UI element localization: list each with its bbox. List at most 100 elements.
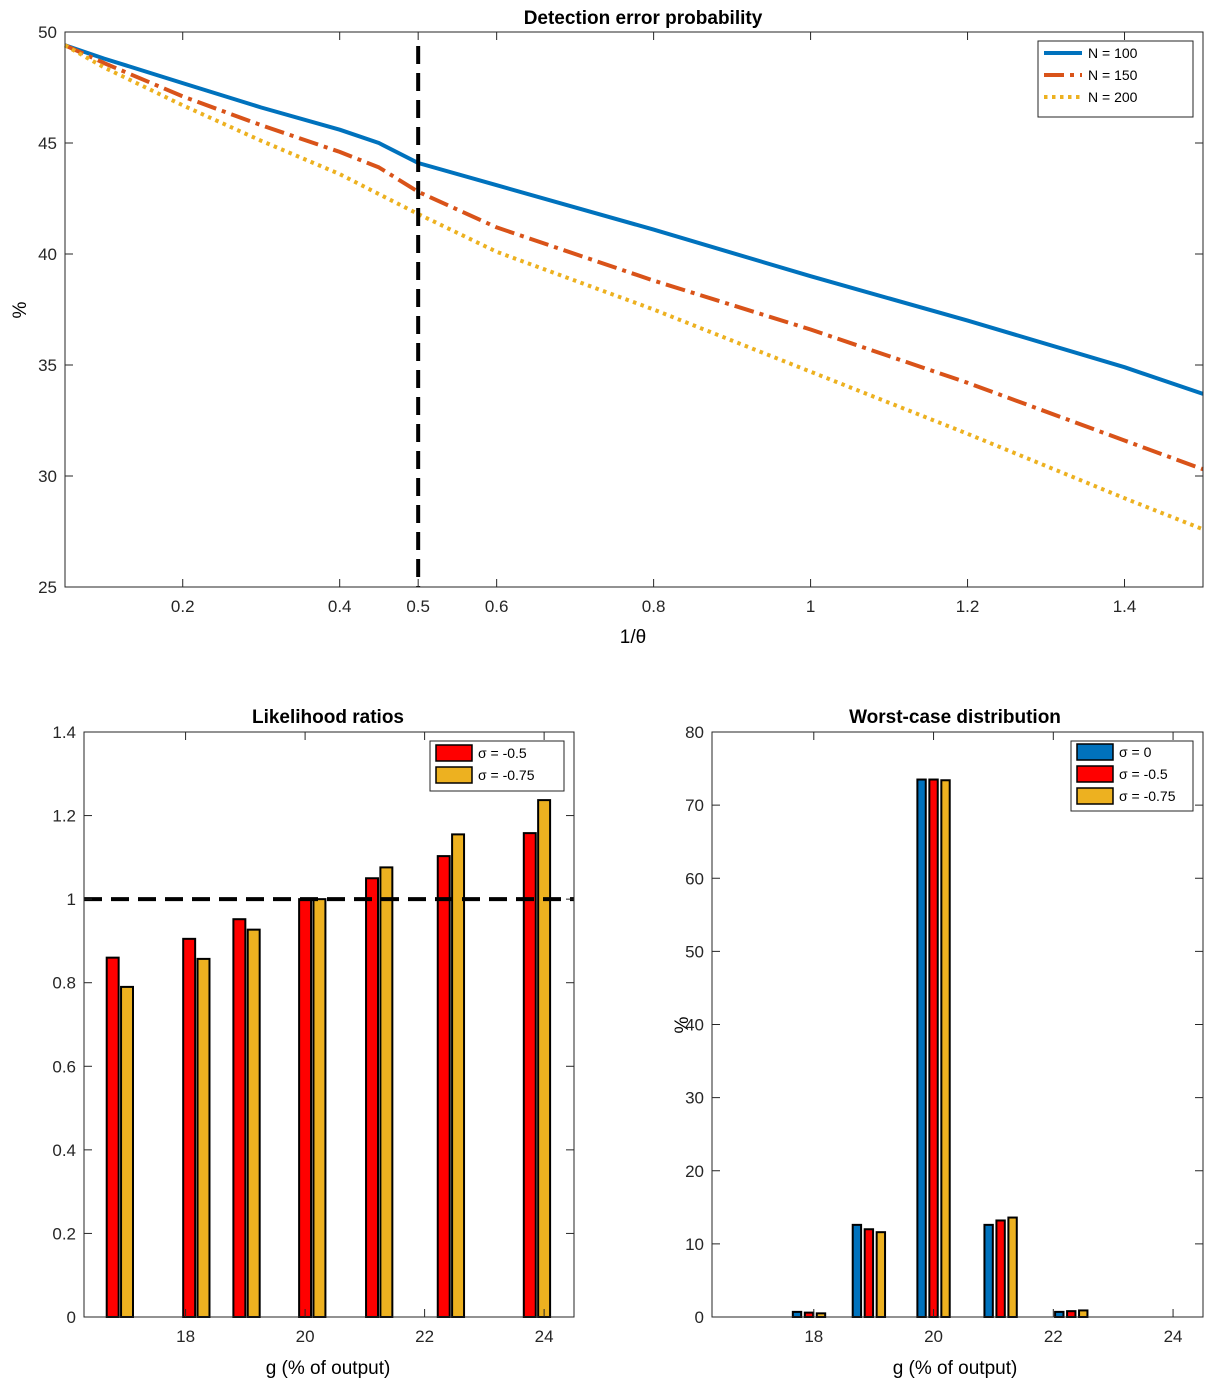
x-tick-label: 18	[804, 1327, 823, 1346]
x-tick-label: 1.2	[956, 597, 980, 616]
bar	[815, 1312, 827, 1318]
x-tick-label: 20	[296, 1327, 315, 1346]
detection-error-chart: Detection error probability 1/θ % 0.2 0.4…	[10, 8, 1204, 648]
y-tick-label: 30	[685, 1089, 704, 1108]
bar	[863, 1228, 875, 1318]
y-tick-label: 35	[38, 356, 57, 375]
x-tick-label: 22	[1044, 1327, 1063, 1346]
bar	[1007, 1216, 1018, 1319]
bar	[379, 866, 394, 1319]
bar	[246, 928, 261, 1318]
bar	[1054, 1310, 1065, 1318]
legend: N = 100 N = 150 N = 200	[1037, 40, 1194, 118]
y-tick-label: 0	[695, 1308, 704, 1327]
y-tick-label: 10	[685, 1235, 704, 1254]
y-tick-label: 25	[38, 578, 57, 597]
legend-swatch	[1076, 743, 1114, 761]
legend-label: σ = -0.75	[478, 767, 535, 783]
legend-label: N = 200	[1088, 89, 1138, 105]
legend-label: σ = -0.75	[1119, 788, 1176, 804]
bar	[105, 956, 120, 1319]
legend: σ = -0.5 σ = -0.75	[429, 740, 565, 792]
y-tick-label: 40	[685, 1016, 704, 1035]
bar	[451, 833, 466, 1318]
bar	[995, 1219, 1006, 1318]
x-axis-label: 1/θ	[620, 627, 646, 648]
x-tick-label: 24	[535, 1327, 554, 1346]
x-tick-label: 22	[415, 1327, 434, 1346]
y-tick-label: 80	[685, 723, 704, 742]
x-tick-label: 18	[176, 1327, 195, 1346]
plot-area	[84, 732, 574, 1317]
bar	[298, 898, 313, 1319]
y-tick-label: 0.8	[52, 974, 76, 993]
bar	[983, 1223, 994, 1319]
axes-box	[64, 31, 1204, 588]
chart-title: Worst-case distribution	[849, 707, 1061, 728]
x-tick-label: 20	[924, 1327, 943, 1346]
bar	[537, 799, 552, 1318]
y-axis-label: %	[672, 1016, 693, 1033]
legend-label: σ = -0.5	[1119, 766, 1168, 782]
y-tick-label: 1.4	[52, 723, 76, 742]
chart-title: Detection error probability	[524, 8, 763, 29]
y-tick-label: 70	[685, 796, 704, 815]
legend-label: N = 100	[1088, 45, 1138, 61]
y-tick-label: 1	[67, 890, 76, 909]
x-tick-label: 24	[1164, 1327, 1183, 1346]
bar	[851, 1223, 863, 1319]
y-tick-label: 40	[38, 245, 57, 264]
x-tick-label: 0.2	[171, 597, 195, 616]
y-tick-label: 60	[685, 869, 704, 888]
bar	[1066, 1310, 1077, 1319]
y-tick-label: 0.2	[52, 1224, 76, 1243]
bar	[791, 1310, 803, 1318]
bar	[436, 855, 451, 1318]
x-tick-label: 1	[806, 597, 815, 616]
legend-swatch	[435, 766, 473, 784]
legend-label: σ = 0	[1119, 744, 1152, 760]
y-tick-label: 45	[38, 134, 57, 153]
plot-area	[65, 32, 1203, 587]
chart-title: Likelihood ratios	[252, 707, 404, 728]
legend-label: N = 150	[1088, 67, 1138, 83]
x-tick-label: 0.5	[406, 597, 430, 616]
likelihood-ratios-chart: Likelihood ratios g (% of output) 18 20 22…	[52, 707, 575, 1379]
y-tick-label: 0.6	[52, 1057, 76, 1076]
bar	[365, 877, 379, 1318]
bar	[916, 778, 927, 1318]
series-line-2	[64, 43, 1204, 472]
y-tick-label: 20	[685, 1162, 704, 1181]
legend-label: σ = -0.5	[478, 745, 527, 761]
bar	[940, 779, 951, 1318]
bar	[803, 1311, 815, 1319]
worst-case-distribution-chart: Worst-case distribution g (% of output) …	[672, 707, 1204, 1379]
bar	[312, 898, 327, 1319]
axes-box	[83, 731, 575, 1318]
bar	[875, 1231, 887, 1319]
bar	[522, 832, 537, 1318]
y-tick-label: 0	[67, 1308, 76, 1327]
bar	[232, 918, 247, 1318]
legend-swatch	[1076, 765, 1114, 783]
x-axis-label: g (% of output)	[893, 1358, 1018, 1379]
y-tick-label: 30	[38, 467, 57, 486]
legend-swatch	[1076, 787, 1114, 805]
x-tick-label: 0.6	[485, 597, 509, 616]
y-tick-label: 0.4	[52, 1141, 76, 1160]
y-tick-label: 50	[38, 23, 57, 42]
legend-swatch	[435, 744, 473, 762]
x-tick-label: 0.4	[328, 597, 352, 616]
bar	[182, 937, 197, 1318]
bar	[120, 985, 135, 1319]
y-tick-label: 50	[685, 942, 704, 961]
y-tick-label: 1.2	[52, 807, 76, 826]
plot-area	[712, 732, 1203, 1317]
x-tick-label: 0.8	[642, 597, 666, 616]
bar	[196, 957, 211, 1318]
x-tick-label: 1.4	[1113, 597, 1137, 616]
x-axis-label: g (% of output)	[266, 1358, 391, 1379]
y-axis-label: %	[10, 301, 31, 318]
bar	[928, 778, 939, 1318]
